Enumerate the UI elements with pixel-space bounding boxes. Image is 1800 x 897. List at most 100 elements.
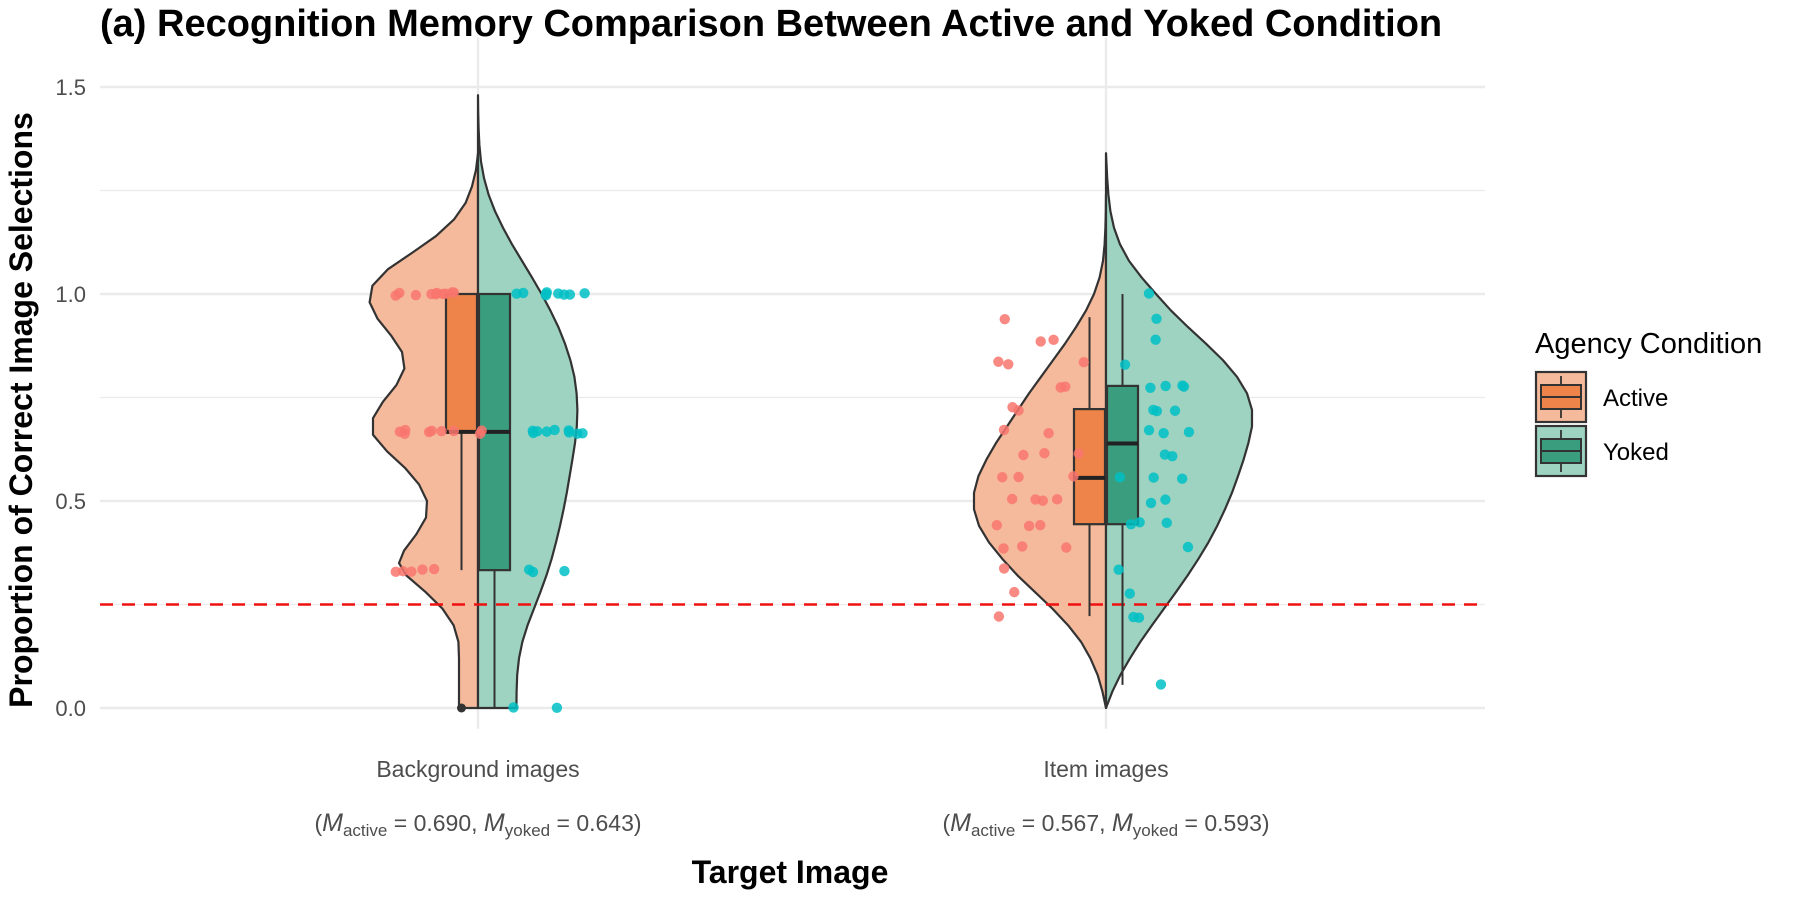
point-yoked: [1182, 541, 1194, 553]
point-yoked: [1177, 380, 1188, 391]
point-yoked: [1125, 519, 1137, 530]
point-active: [991, 520, 1003, 531]
point-yoked: [1183, 426, 1195, 438]
y-tick-label: 1.5: [55, 75, 86, 100]
point-active: [476, 425, 487, 436]
point-yoked: [1151, 313, 1162, 325]
point-active: [1009, 586, 1020, 598]
point-active: [1006, 493, 1018, 505]
box-yoked-box: [1105, 384, 1140, 526]
outlier-point: [457, 703, 466, 713]
point-active: [997, 472, 1008, 483]
legend-title: Agency Condition: [1535, 328, 1762, 360]
point-yoked: [1134, 517, 1145, 528]
point-active: [410, 289, 422, 301]
point-active: [1023, 520, 1035, 532]
point-yoked: [508, 702, 519, 713]
y-tick-label: 0.5: [55, 489, 86, 514]
point-active: [998, 543, 1009, 554]
point-yoked: [1158, 427, 1169, 439]
mean-annotation-part: = 0.643): [550, 810, 641, 836]
point-active: [1048, 334, 1059, 346]
mean-annotation-part: yoked: [1133, 821, 1178, 840]
y-axis-title: Proportion of Correct Image Selections: [3, 112, 39, 708]
point-active: [436, 425, 447, 437]
mean-annotation: (Mactive = 0.690, Myoked = 0.643): [314, 809, 641, 840]
point-yoked: [1119, 359, 1131, 370]
point-yoked: [1161, 517, 1172, 529]
x-category-label: Item images: [1043, 756, 1168, 782]
point-active: [1007, 402, 1018, 413]
point-active: [999, 313, 1010, 325]
point-active: [1035, 519, 1046, 531]
mean-annotation-part: active: [971, 821, 1015, 840]
point-active: [399, 428, 410, 440]
point-yoked: [1169, 405, 1181, 416]
box-active-box: [444, 292, 479, 433]
y-tick-label: 1.0: [55, 282, 86, 307]
point-active: [448, 287, 460, 298]
point-yoked: [1114, 472, 1126, 483]
point-active: [998, 424, 1010, 436]
mean-annotation-part: M: [484, 809, 505, 837]
point-active: [1078, 356, 1090, 368]
mean-annotation: (Mactive = 0.567, Myoked = 0.593): [942, 809, 1269, 840]
point-yoked: [1176, 473, 1188, 484]
point-yoked: [577, 428, 588, 439]
mean-annotation-part: (: [942, 810, 950, 836]
point-yoked: [511, 288, 522, 299]
point-yoked: [551, 702, 563, 713]
point-yoked: [559, 565, 570, 577]
point-yoked: [527, 566, 539, 578]
point-yoked: [1160, 494, 1171, 505]
point-active: [1061, 542, 1072, 553]
point-yoked: [1124, 588, 1135, 599]
point-active: [1055, 382, 1066, 393]
mean-annotation-part: = 0.690,: [387, 810, 484, 836]
jitter-points: [390, 287, 1195, 713]
point-active: [1035, 336, 1046, 347]
point-active: [1043, 427, 1054, 439]
mean-annotation-part: M: [322, 809, 343, 837]
point-yoked: [1167, 450, 1178, 462]
point-active: [998, 563, 1010, 574]
point-yoked: [1150, 334, 1161, 345]
mean-annotation-part: = 0.567,: [1015, 810, 1112, 836]
point-yoked: [1145, 497, 1157, 509]
point-yoked: [1145, 382, 1156, 393]
mean-annotation-part: = 0.593): [1178, 810, 1269, 836]
point-active: [1037, 495, 1049, 506]
point-yoked: [1113, 564, 1124, 575]
legend: Agency Condition Active Yoked: [1534, 328, 1762, 478]
point-yoked: [1155, 679, 1167, 690]
point-active: [437, 288, 449, 300]
point-yoked: [558, 289, 570, 300]
chart-title: (a) Recognition Memory Comparison Betwee…: [100, 3, 1442, 45]
point-active: [1013, 471, 1024, 483]
mean-annotation-part: yoked: [505, 821, 550, 840]
point-active: [1073, 448, 1084, 459]
point-yoked: [1133, 612, 1145, 623]
x-axis-labels: Background images(Mactive = 0.690, Myoke…: [314, 756, 1269, 840]
point-active: [993, 356, 1004, 367]
legend-label: Yoked: [1603, 439, 1669, 466]
legend-label: Active: [1603, 385, 1668, 412]
point-active: [426, 425, 437, 436]
point-yoked: [1151, 405, 1163, 417]
y-axis-ticks: 0.0 0.5 1.0 1.5: [55, 75, 86, 721]
point-yoked: [1143, 424, 1155, 436]
point-active: [993, 611, 1005, 622]
y-tick-label: 0.0: [55, 696, 86, 721]
point-active: [1018, 449, 1029, 461]
point-active: [417, 564, 428, 575]
point-active: [1039, 448, 1050, 459]
point-active: [448, 425, 460, 437]
x-axis-title: Target Image: [692, 854, 889, 890]
point-yoked: [563, 427, 575, 438]
point-active: [1017, 541, 1028, 552]
point-yoked: [540, 290, 552, 301]
mean-annotation-part: active: [343, 821, 387, 840]
point-active: [390, 290, 401, 301]
point-yoked: [549, 424, 560, 436]
